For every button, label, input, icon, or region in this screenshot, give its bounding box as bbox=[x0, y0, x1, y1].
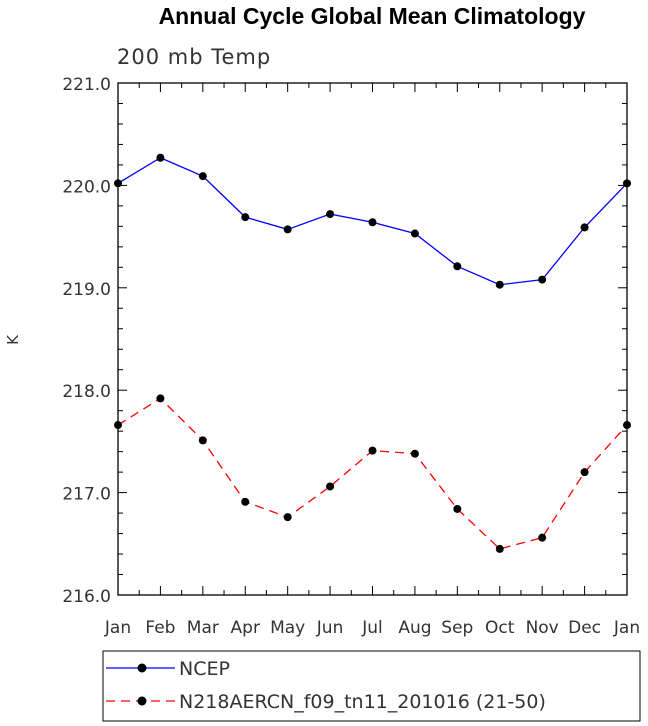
x-tick-label: Mar bbox=[187, 618, 219, 638]
series-point bbox=[495, 544, 504, 553]
axes: Jan Feb Mar Apr May Jun Jul Aug Sep Oct Nov Dec Jan 2… bbox=[62, 75, 640, 638]
series-point bbox=[114, 179, 122, 188]
x-tick-label: Oct bbox=[485, 618, 515, 638]
series-point bbox=[538, 533, 547, 542]
series-point bbox=[198, 436, 207, 445]
legend-label: NCEP bbox=[179, 658, 230, 680]
x-tick-label: Jul bbox=[361, 618, 383, 638]
legend-marker bbox=[137, 663, 147, 673]
series-layer bbox=[114, 153, 631, 553]
y-tick-label: 216.0 bbox=[62, 587, 111, 607]
series-point bbox=[241, 497, 250, 506]
plot-frame bbox=[117, 82, 628, 596]
y-axis-label: K bbox=[4, 334, 22, 345]
legend-label: N218AERCN_f09_tn11_201016 (21-50) bbox=[179, 691, 546, 713]
chart-title: Annual Cycle Global Mean Climatology bbox=[159, 3, 586, 29]
series-point bbox=[410, 449, 419, 458]
x-tick-label: Nov bbox=[526, 618, 559, 638]
x-tick-label: May bbox=[270, 618, 305, 638]
x-tick-label: Dec bbox=[568, 618, 601, 638]
series-point bbox=[326, 482, 335, 491]
series-point bbox=[241, 213, 250, 222]
series-point bbox=[410, 229, 419, 238]
y-tick-label: 221.0 bbox=[62, 75, 111, 95]
x-tick-label: Feb bbox=[145, 618, 175, 638]
series-point bbox=[368, 446, 377, 455]
legend: NCEP N218AERCN_f09_tn11_201016 (21-50) bbox=[102, 650, 641, 722]
x-tick-label: Aug bbox=[398, 618, 431, 638]
series-line bbox=[117, 397, 628, 550]
series-point bbox=[114, 421, 122, 430]
x-tick-label: Apr bbox=[231, 618, 260, 638]
legend-box bbox=[102, 650, 641, 722]
series-point bbox=[156, 153, 165, 162]
series-point bbox=[156, 394, 165, 403]
series-point bbox=[623, 421, 631, 430]
y-tick-label: 217.0 bbox=[62, 485, 111, 505]
series-point bbox=[580, 223, 589, 232]
x-tick-label: Sep bbox=[441, 618, 473, 638]
x-tick-label: Jan bbox=[104, 618, 131, 638]
series-point bbox=[495, 280, 504, 289]
y-tick-label: 218.0 bbox=[62, 382, 111, 402]
series-point bbox=[326, 210, 335, 219]
series-point bbox=[580, 468, 589, 477]
series-point bbox=[368, 218, 377, 227]
series-point bbox=[538, 275, 547, 284]
series-point bbox=[198, 172, 207, 181]
legend-marker bbox=[137, 696, 147, 706]
series-point bbox=[453, 262, 462, 271]
chart-subtitle: 200 mb Temp bbox=[117, 45, 271, 69]
series-point bbox=[283, 225, 292, 234]
x-tick-label: Jun bbox=[316, 618, 344, 638]
series-point bbox=[283, 513, 292, 522]
series-point bbox=[453, 504, 462, 513]
y-tick-label: 219.0 bbox=[62, 280, 111, 300]
series-point bbox=[623, 179, 631, 188]
y-tick-label: 220.0 bbox=[62, 177, 111, 197]
x-tick-label: Jan bbox=[613, 618, 640, 638]
